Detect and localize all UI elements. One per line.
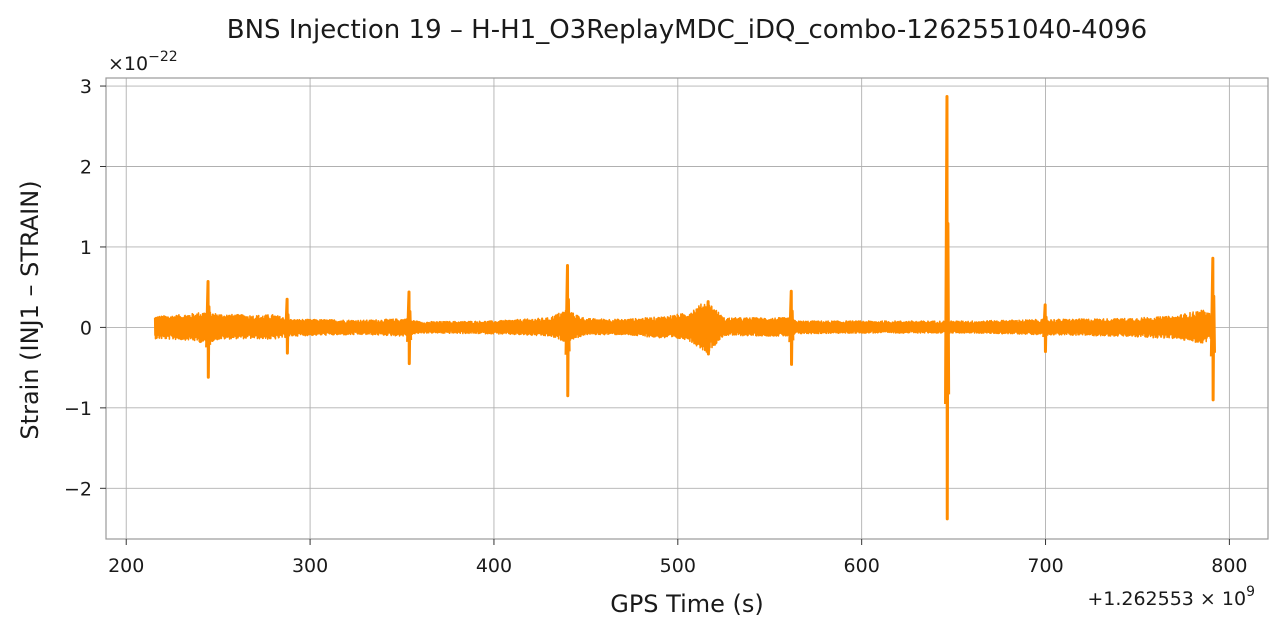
- x-tick-label: 300: [292, 555, 328, 577]
- x-axis: 200 300 400 500 600 700 800: [108, 539, 1248, 577]
- strain-trace: [153, 301, 1216, 354]
- glitch-spike: [1209, 256, 1216, 402]
- glitch-spike: [564, 263, 571, 398]
- y-tick-label: 3: [80, 76, 92, 98]
- y-tick-label: −2: [64, 478, 92, 500]
- x-tick-label: 200: [108, 555, 144, 577]
- x-axis-label: GPS Time (s): [610, 590, 764, 618]
- glitch-spike: [205, 280, 212, 379]
- y-tick-label: 1: [80, 237, 92, 259]
- glitch-spike: [788, 289, 795, 366]
- glitch-spike: [284, 297, 291, 355]
- y-scale-label: ×10−22: [108, 49, 178, 75]
- x-tick-label: 800: [1211, 555, 1247, 577]
- y-tick-label: 0: [80, 317, 92, 339]
- data-series: [153, 95, 1216, 521]
- grid: [106, 78, 1268, 539]
- x-tick-label: 700: [1027, 555, 1063, 577]
- glitch-spike: [1042, 303, 1049, 354]
- y-tick-label: 2: [80, 156, 92, 178]
- y-axis: −2 −1 0 1 2 3: [64, 76, 106, 500]
- x-tick-label: 400: [476, 555, 512, 577]
- x-offset-label: +1.262553 × 109: [1087, 584, 1255, 610]
- chart-title: BNS Injection 19 – H-H1_O3ReplayMDC_iDQ_…: [227, 15, 1147, 45]
- x-tick-label: 600: [844, 555, 880, 577]
- glitch-spike: [406, 290, 413, 366]
- glitch-spike: [944, 95, 951, 521]
- plot-frame: [105, 77, 1269, 540]
- glitch-spike: [705, 300, 712, 356]
- y-tick-label: −1: [64, 398, 92, 420]
- x-tick-label: 500: [660, 555, 696, 577]
- y-axis-label: Strain (INJ1 – STRAIN): [16, 180, 44, 439]
